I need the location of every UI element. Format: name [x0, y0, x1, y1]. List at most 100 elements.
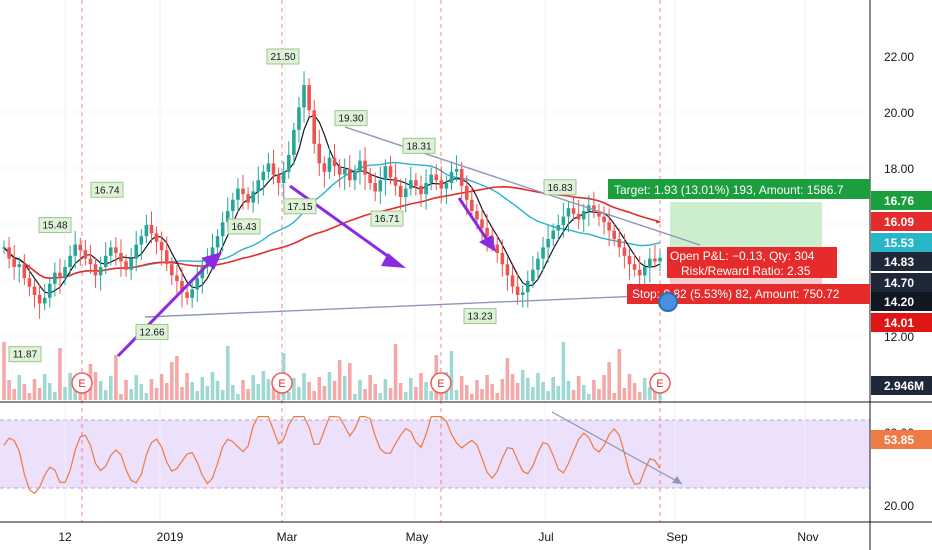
volume-bar: [266, 379, 271, 400]
callout-value: 16.71: [374, 214, 399, 225]
volume-bar: [642, 378, 647, 400]
candle-body: [388, 166, 393, 178]
volume-bar: [175, 356, 179, 400]
earnings-marker[interactable]: [649, 372, 671, 394]
price-callout: 21.50: [266, 48, 300, 65]
candle-body: [281, 171, 286, 183]
volume-bar: [459, 376, 464, 400]
callout-box: [463, 308, 497, 325]
earnings-label: E: [437, 378, 444, 390]
candle-body: [58, 272, 62, 279]
candle-body: [108, 247, 113, 256]
candle-body: [439, 180, 444, 189]
candle-body: [358, 160, 362, 172]
candle-body: [653, 258, 657, 262]
volume-bar: [409, 378, 413, 400]
volume-bar: [551, 377, 556, 400]
purple-arrows: [116, 184, 496, 358]
rsi-tick-label: 20.00: [884, 499, 914, 513]
candle-body: [297, 107, 301, 130]
rsi-trendline[interactable]: [551, 411, 683, 485]
candle-body: [398, 185, 403, 197]
arrow-down-2-head: [479, 235, 496, 252]
candle-body: [241, 188, 245, 195]
callout-box: [402, 137, 436, 154]
volume-bar: [185, 373, 189, 400]
earnings-marker[interactable]: [271, 372, 293, 394]
candle-body: [424, 183, 428, 195]
callout-value: 16.83: [547, 183, 572, 194]
volume-bar: [68, 373, 72, 400]
candle-body: [617, 239, 622, 248]
volume-bar: [2, 342, 6, 400]
earnings-marker[interactable]: [430, 372, 452, 394]
price-callout: 17.15: [283, 198, 317, 215]
candle-body: [271, 163, 276, 175]
position-handle[interactable]: [658, 292, 678, 312]
volume-bar: [454, 390, 459, 400]
volume-bar: [637, 392, 642, 400]
volume-bar: [510, 374, 515, 400]
target-label-box: [608, 179, 870, 199]
x-tick-label: Jul: [538, 530, 553, 544]
candle-body: [383, 166, 388, 181]
trendline-lower[interactable]: [144, 294, 666, 318]
candle-body: [592, 205, 596, 211]
candle-body: [7, 247, 11, 259]
candle-body: [256, 180, 261, 192]
volume-bar: [617, 349, 622, 400]
callout-box: [370, 210, 404, 227]
volume-bar: [256, 384, 261, 400]
price-tag: [871, 191, 932, 210]
candle-body: [536, 258, 540, 270]
earnings-marker[interactable]: [71, 372, 93, 394]
candle-body: [129, 258, 133, 270]
candle-body: [103, 255, 108, 267]
volume-bar: [353, 394, 357, 400]
candle-body: [220, 222, 225, 237]
candle-body: [78, 244, 83, 251]
price-tags: 16.76 16.09 15.53 14.83 14.70 14.20 14.01 2.946…: [871, 191, 932, 449]
candle-body: [337, 166, 342, 175]
candle-body: [124, 261, 128, 270]
rsi-tag-label: 53.85: [884, 433, 914, 447]
callout-box: [90, 181, 124, 198]
price-tag-label: 14.83: [884, 255, 914, 269]
volume-bar: [373, 384, 378, 400]
volume-bar: [449, 351, 454, 400]
candle-body: [144, 225, 149, 237]
x-tick-label: May: [406, 530, 429, 544]
volume-bar: [37, 388, 42, 400]
volume-bar: [327, 372, 332, 400]
volume-bar: [520, 370, 525, 400]
candle-body: [495, 244, 500, 253]
price-tag-label: 15.53: [884, 236, 914, 250]
stop-label: Stop: 0.82 (5.53%) 82, Amount: 750.72: [632, 287, 840, 301]
candle-body: [648, 258, 652, 267]
candle-body: [68, 255, 72, 267]
candle-body: [459, 169, 464, 186]
volume-bar: [627, 374, 632, 400]
candle-body: [342, 169, 347, 175]
volume-tag: [871, 376, 932, 395]
volume-bar: [134, 375, 139, 400]
candle-body: [409, 180, 413, 189]
candle-body: [200, 267, 205, 279]
volume-bar: [531, 387, 535, 400]
volume-bar: [78, 391, 83, 400]
candle-body: [393, 177, 398, 186]
candle-body: [541, 247, 545, 259]
volume-bar: [286, 392, 291, 400]
candle-body: [164, 250, 169, 265]
candle-body: [231, 199, 235, 211]
volume-bar: [556, 386, 561, 400]
volume-bar: [103, 390, 108, 400]
callout-box: [283, 198, 317, 215]
candle-body: [98, 267, 103, 276]
candle-body: [175, 275, 179, 281]
candle-body: [322, 163, 327, 172]
volume-bar: [58, 348, 62, 400]
volume-bar: [541, 382, 545, 400]
callout-box: [543, 179, 577, 196]
